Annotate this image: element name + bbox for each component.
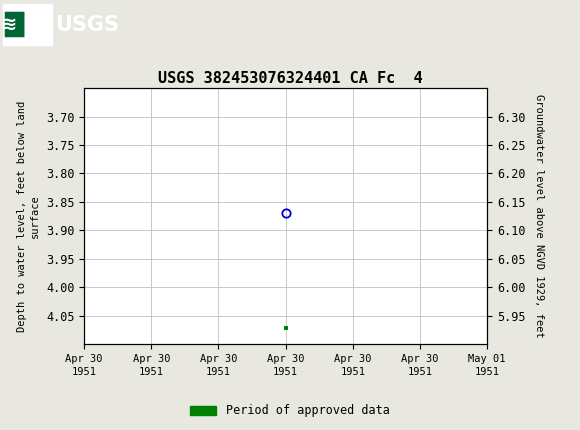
Y-axis label: Groundwater level above NGVD 1929, feet: Groundwater level above NGVD 1929, feet — [534, 94, 544, 338]
Legend: Period of approved data: Period of approved data — [186, 399, 394, 422]
Text: ≋: ≋ — [1, 15, 17, 34]
Bar — [3, 4, 52, 46]
Text: █: █ — [5, 12, 24, 37]
Y-axis label: Depth to water level, feet below land
surface: Depth to water level, feet below land su… — [17, 101, 41, 332]
Text: USGS: USGS — [55, 15, 119, 35]
Text: USGS 382453076324401 CA Fc  4: USGS 382453076324401 CA Fc 4 — [158, 71, 422, 86]
